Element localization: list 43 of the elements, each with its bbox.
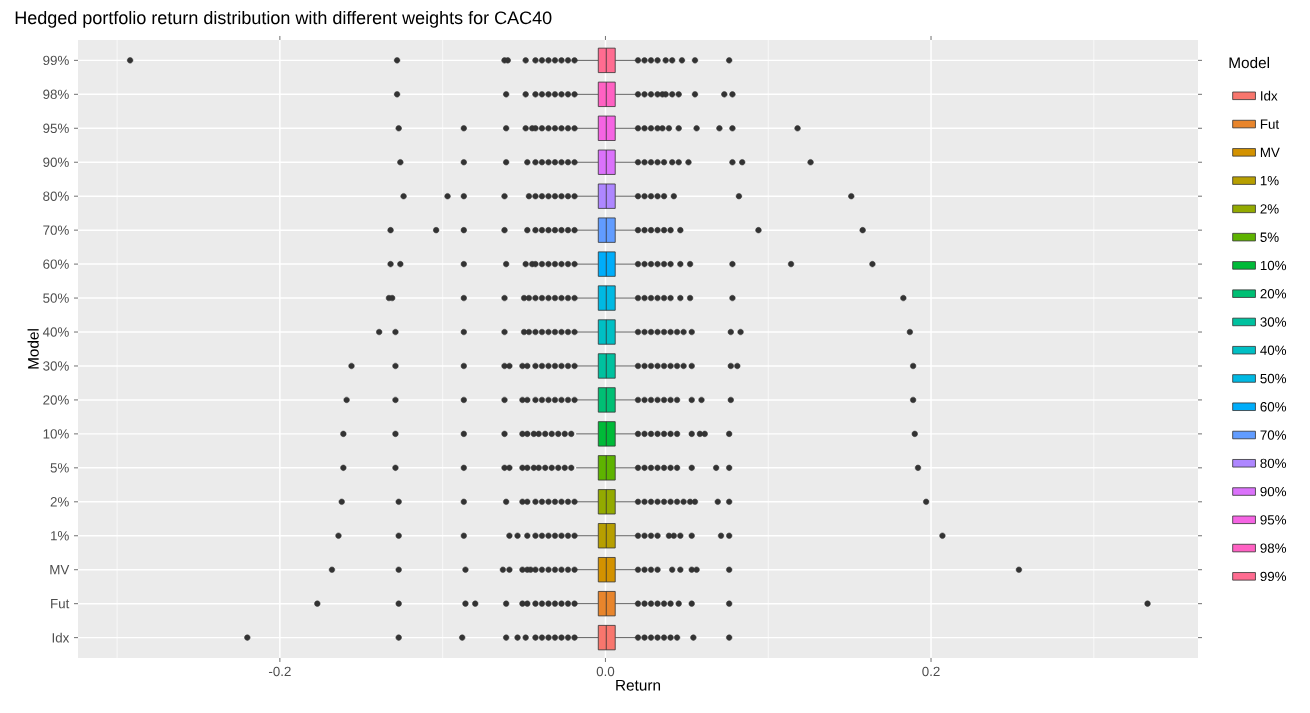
legend-label: 90%: [1260, 486, 1287, 497]
y-tick-label: 2%: [50, 497, 69, 507]
y-tick-label: 40%: [42, 327, 69, 337]
legend-label: 80%: [1260, 458, 1287, 469]
legend-label: 95%: [1260, 515, 1287, 525]
y-tick-label: 5%: [50, 463, 69, 473]
legend-label: 20%: [1260, 289, 1287, 299]
legend-label: 60%: [1260, 402, 1287, 412]
y-tick-label: 50%: [43, 293, 69, 303]
y-axis-title: Model: [27, 329, 39, 369]
y-tick-label: Fut: [51, 599, 70, 609]
y-tick-label: 10%: [43, 429, 69, 439]
legend-label: 10%: [1260, 260, 1287, 271]
y-tick-label: MV: [50, 565, 70, 575]
y-tick-label: 1%: [51, 531, 69, 541]
legend-label: 2%: [1260, 204, 1279, 214]
legend-label: 30%: [1260, 317, 1287, 327]
y-tick-label: 70%: [43, 225, 69, 235]
x-tick-label: -0.2: [268, 666, 291, 677]
chart-title: Hedged portfolio return distribution with different weights for CAC40: [15, 10, 552, 28]
legend-label: 1%: [1260, 176, 1279, 186]
x-tick-label: 0.0: [596, 666, 615, 677]
legend-label: 98%: [1260, 543, 1287, 553]
y-tick-label: 90%: [43, 157, 69, 167]
y-tick-label: Idx: [52, 632, 70, 643]
y-tick-label: 95%: [43, 123, 69, 133]
y-tick-label: 60%: [43, 259, 69, 269]
legend-label: 50%: [1260, 373, 1287, 384]
x-tick-label: 0.2: [922, 666, 940, 677]
y-tick-label: 20%: [43, 395, 69, 405]
y-tick-label: 98%: [43, 89, 69, 100]
legend-label: 70%: [1260, 430, 1287, 440]
y-tick-label: 80%: [43, 191, 69, 201]
legend-label: Fut: [1260, 119, 1280, 129]
legend-label: MV: [1260, 147, 1280, 158]
legend-title: Model: [1229, 56, 1269, 69]
y-tick-label: 30%: [43, 361, 69, 371]
legend-label: 5%: [1260, 232, 1279, 242]
legend-label: Idx: [1261, 90, 1278, 101]
legend-label: 40%: [1260, 345, 1287, 355]
x-axis-title: Return: [616, 679, 661, 691]
legend-label: 99%: [1260, 571, 1287, 582]
y-tick-label: 99%: [43, 55, 69, 66]
